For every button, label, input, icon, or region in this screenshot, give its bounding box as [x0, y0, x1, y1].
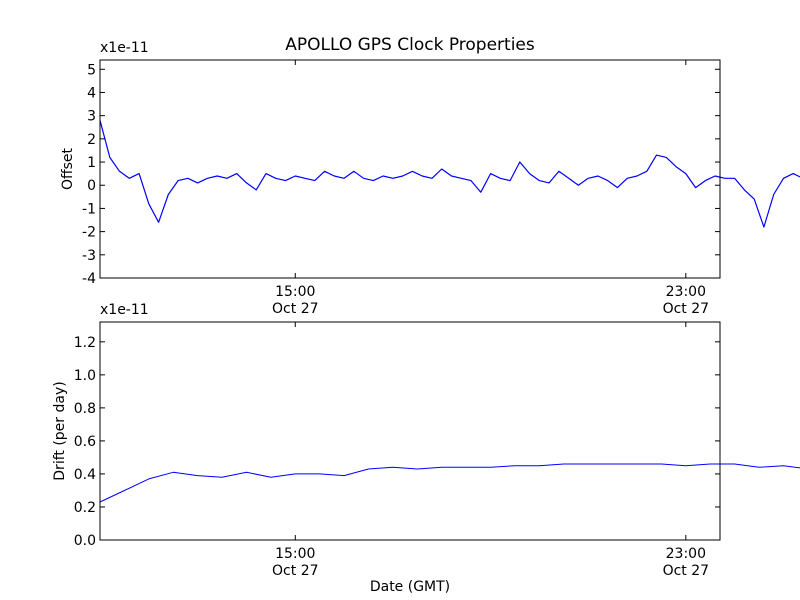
y-tick-label: 5	[87, 62, 96, 78]
y-tick-label: -2	[82, 225, 96, 241]
y-tick-label: -1	[82, 201, 96, 217]
axes-frame	[99, 321, 721, 541]
y-tick-label: -4	[82, 271, 96, 287]
y-tick-label: 3	[87, 109, 96, 125]
figure-title: APOLLO GPS Clock Properties	[285, 35, 535, 55]
x-tick-time-label: 15:00	[275, 284, 315, 300]
y-tick-label: 1.2	[74, 335, 96, 351]
y-axis-label: Drift (per day)	[52, 381, 68, 480]
offset-series-line	[99, 120, 800, 228]
y-axis-offset-text: x1e-11	[100, 302, 149, 318]
axes-frame	[99, 59, 721, 279]
x-tick-date-label: Oct 27	[663, 301, 709, 317]
x-tick-date-label: Oct 27	[663, 563, 709, 579]
x-tick-time-label: 23:00	[666, 546, 706, 562]
y-tick-label: 0.0	[74, 533, 96, 549]
y-tick-label: 4	[87, 85, 96, 101]
x-tick-date-label: Oct 27	[272, 563, 318, 579]
y-axis-label: Offset	[60, 147, 76, 190]
y-tick-label: 0.6	[74, 434, 96, 450]
x-tick-time-label: 23:00	[666, 284, 706, 300]
x-axis-label: Date (GMT)	[370, 579, 450, 595]
x-tick-date-label: Oct 27	[272, 301, 318, 317]
y-axis-offset-text: x1e-11	[100, 40, 149, 56]
y-tick-label: 0.4	[74, 467, 96, 483]
y-tick-label: 1.0	[74, 368, 96, 384]
y-tick-label: 0.2	[74, 500, 96, 516]
y-tick-label: 2	[87, 132, 96, 148]
drift-series-line	[99, 463, 800, 503]
y-tick-label: -3	[82, 248, 96, 264]
x-tick-time-label: 15:00	[275, 546, 315, 562]
y-tick-label: 0.8	[74, 401, 96, 417]
y-tick-label: 1	[87, 155, 96, 171]
y-tick-label: 0	[87, 178, 96, 194]
